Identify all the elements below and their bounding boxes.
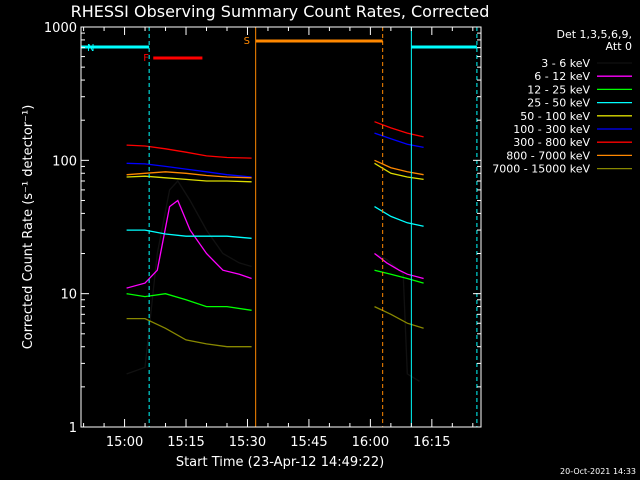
flag-f-label: F — [143, 53, 149, 64]
series-8-line-1 — [126, 171, 252, 179]
series-4 — [126, 206, 424, 239]
legend-title-line: Att 0 — [606, 40, 632, 53]
legend-entry-label: 300 - 800 keV — [513, 136, 590, 149]
series-2 — [126, 199, 424, 289]
series-6-line-1 — [126, 162, 252, 178]
series-7-line-1 — [126, 144, 252, 159]
x-axis-label: Start Time (23-Apr-12 14:49:22) — [176, 455, 384, 470]
series-1 — [126, 179, 420, 382]
series-4-line-2 — [374, 206, 424, 227]
legend-title-line: Det 1,3,5,6,9, — [556, 28, 632, 41]
chart-title: RHESSI Observing Summary Count Rates, Co… — [71, 2, 490, 21]
series-7-line-2 — [374, 121, 424, 138]
x-tick-label: 16:00 — [352, 435, 389, 450]
y-axis-ticks: 1 10 100 1000 — [44, 21, 481, 436]
y-tick-label: 10 — [60, 288, 77, 303]
flag-s-label: S — [244, 36, 250, 47]
y-axis-label: Corrected Count Rate (s⁻¹ detector⁻¹) — [21, 105, 36, 350]
x-tick-label: 15:15 — [167, 435, 204, 450]
series-8 — [126, 159, 424, 179]
legend-entry-label: 3 - 6 keV — [541, 57, 590, 70]
series-2-line-1 — [126, 199, 252, 289]
series-9-line-2 — [374, 306, 424, 329]
series-3-line-1 — [126, 293, 252, 311]
x-axis-ticks: 15:00 15:15 15:30 15:45 16:00 16:15 — [83, 27, 474, 450]
plot-area: N F S — [80, 27, 478, 427]
x-tick-label: 15:45 — [290, 435, 327, 450]
legend-entry-label: 50 - 100 keV — [520, 110, 590, 123]
legend-entry-label: 12 - 25 keV — [527, 83, 590, 96]
y-tick-label: 100 — [52, 154, 77, 169]
series-9 — [126, 306, 424, 348]
series-1-line-2 — [374, 252, 420, 382]
flag-n-label: N — [87, 43, 94, 54]
x-tick-label: 16:15 — [413, 435, 450, 450]
legend-entry-label: 6 - 12 keV — [534, 70, 590, 83]
plot-frame — [80, 26, 482, 428]
x-tick-label: 15:00 — [106, 435, 143, 450]
series-7 — [126, 121, 424, 159]
series-4-line-1 — [126, 229, 252, 239]
footer-timestamp: 20-Oct-2021 14:33 — [560, 467, 636, 476]
legend-entry-label: 25 - 50 keV — [527, 97, 590, 110]
x-tick-label: 15:30 — [229, 435, 266, 450]
series-6 — [126, 132, 424, 178]
y-tick-label: 1000 — [44, 21, 77, 36]
series-5-line-1 — [126, 175, 252, 183]
legend-entry-label: 7000 - 15000 keV — [492, 163, 590, 176]
series-5-line-2 — [374, 162, 424, 181]
y-tick-label: 1 — [69, 421, 77, 436]
series-9-line-1 — [126, 317, 252, 348]
series-1-line-1 — [126, 179, 252, 375]
legend-entry-label: 100 - 300 keV — [513, 123, 590, 136]
series-3 — [126, 269, 424, 311]
legend-entry-label: 800 - 7000 keV — [506, 149, 590, 162]
